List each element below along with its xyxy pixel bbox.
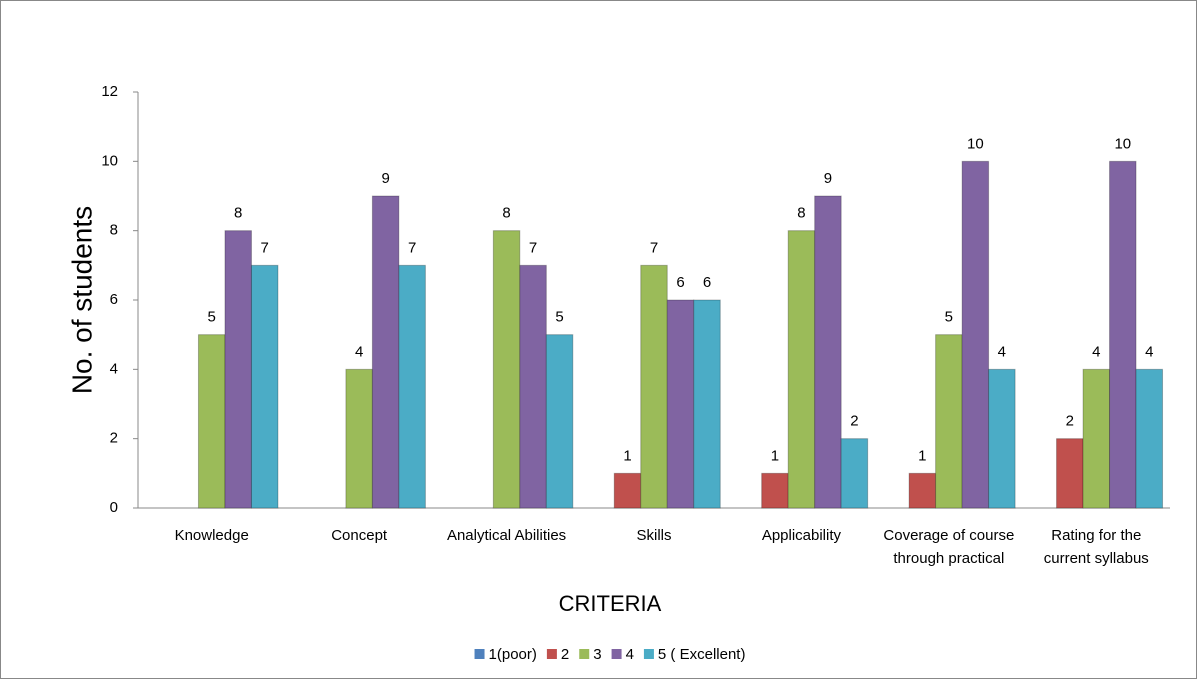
data-label: 6 [676, 274, 684, 291]
y-tick-label: 12 [101, 83, 118, 100]
data-label: 5 [555, 309, 563, 326]
y-tick-label: 6 [110, 291, 118, 308]
data-label: 6 [703, 274, 711, 291]
data-label: 7 [650, 239, 658, 256]
legend-label: 2 [561, 646, 569, 663]
bar [640, 264, 668, 509]
y-tick-label: 8 [110, 222, 118, 239]
data-label: 1 [771, 447, 779, 464]
data-label: 8 [502, 205, 510, 222]
bar [693, 299, 721, 509]
legend-swatch [546, 649, 557, 659]
data-label: 7 [408, 239, 416, 256]
bar [197, 334, 226, 509]
bar [519, 264, 547, 509]
data-label: 1 [623, 447, 631, 464]
x-tick-label: Applicability [761, 527, 842, 544]
bar [666, 299, 695, 509]
bar [398, 264, 426, 509]
bar [935, 334, 963, 509]
bar [250, 264, 279, 509]
bar [224, 230, 252, 509]
bar [345, 368, 373, 509]
data-label: 4 [1092, 343, 1100, 360]
x-tick-label: Knowledge [174, 527, 249, 544]
bar [371, 195, 400, 509]
data-label: 7 [261, 239, 269, 256]
x-tick-label: Concept [331, 527, 388, 544]
bar [545, 334, 574, 509]
bar [492, 230, 521, 509]
x-tick-label: Skills [636, 527, 672, 544]
bar [1082, 368, 1111, 509]
bar [908, 472, 937, 509]
bar [961, 160, 990, 509]
bar [840, 438, 869, 509]
y-tick-label: 10 [101, 152, 118, 169]
x-tick-label: Coverage of course through practical [883, 527, 1015, 567]
legend-swatch [611, 649, 622, 659]
data-label: 1 [918, 447, 926, 464]
legend-label: 1(poor) [489, 646, 537, 663]
legend-swatch [474, 649, 485, 659]
bar [787, 230, 816, 509]
y-tick-label: 2 [110, 430, 118, 447]
legend-label: 3 [593, 646, 601, 663]
data-label: 5 [208, 309, 216, 326]
bar [613, 472, 642, 509]
data-label: 10 [1114, 135, 1131, 152]
bar [761, 472, 789, 509]
bar [814, 195, 842, 509]
x-tick-label: Analytical Abilities [446, 527, 567, 544]
y-tick-label: 4 [110, 360, 118, 377]
legend-swatch [643, 649, 654, 659]
data-label: 5 [945, 309, 953, 326]
data-label: 8 [234, 205, 242, 222]
y-axis-title: No. of students [66, 206, 97, 394]
y-tick-label: 0 [110, 499, 118, 516]
data-label: 4 [1145, 343, 1153, 360]
bar [1109, 160, 1137, 509]
data-label: 9 [381, 170, 389, 187]
legend-label: 5 ( Excellent) [658, 646, 746, 663]
bar [1056, 438, 1084, 509]
legend-swatch [579, 649, 590, 659]
data-label: 7 [529, 239, 537, 256]
data-label: 4 [355, 343, 363, 360]
x-tick-label: Rating for the current syllabus [1043, 527, 1149, 567]
data-label: 2 [850, 413, 858, 430]
bar [1135, 368, 1164, 509]
data-label: 4 [998, 343, 1006, 360]
data-label: 10 [967, 135, 984, 152]
data-label: 9 [824, 170, 832, 187]
x-axis-title: CRITERIA [559, 591, 662, 616]
data-label: 8 [797, 205, 805, 222]
legend-label: 4 [626, 646, 634, 663]
data-label: 2 [1066, 413, 1074, 430]
bar [988, 368, 1016, 509]
